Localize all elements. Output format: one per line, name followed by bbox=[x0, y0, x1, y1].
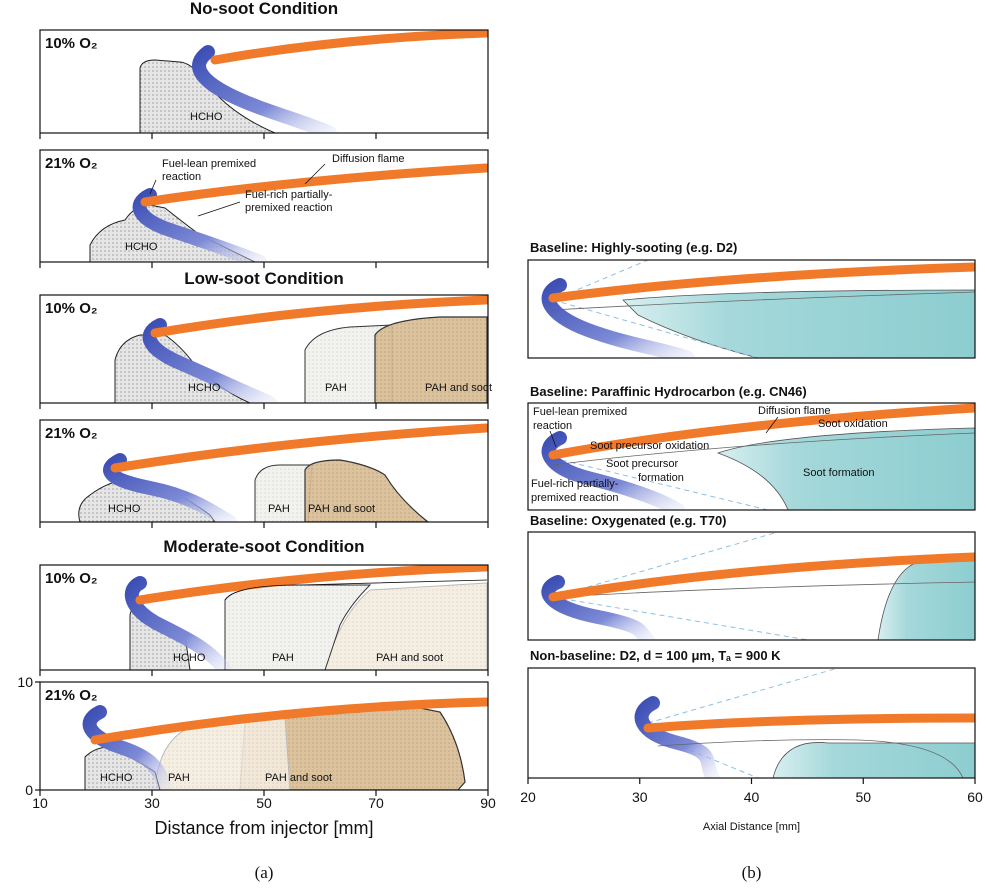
label: 10 bbox=[32, 795, 48, 811]
label: Fuel-lean premixed bbox=[533, 406, 627, 418]
label: No-soot Condition bbox=[190, 0, 338, 18]
label: 10% O₂ bbox=[45, 570, 98, 587]
label: 10% O₂ bbox=[45, 35, 98, 52]
panel-content bbox=[549, 260, 975, 358]
label: Soot oxidation bbox=[818, 418, 888, 430]
panel bbox=[528, 668, 975, 778]
guide-line bbox=[648, 668, 838, 723]
label: PAH and soot bbox=[376, 652, 443, 664]
label: 60 bbox=[967, 789, 983, 805]
panel: HCHO PAH PAH and soot 10% O₂ bbox=[40, 295, 492, 409]
label: 0 bbox=[25, 782, 33, 798]
figure: No-soot Condition HCHO 10% O₂ HCHO Fuel-lean… bbox=[0, 0, 986, 890]
label: PAH bbox=[272, 652, 294, 664]
panel: HCHO PAH PAH and soot 10% O₂ bbox=[40, 565, 488, 676]
label: 70 bbox=[368, 795, 384, 811]
label: PAH and soot bbox=[308, 503, 375, 515]
label: Fuel-lean premixed bbox=[162, 158, 256, 170]
label: PAH and soot bbox=[425, 382, 492, 394]
label: Axial Distance [mm] bbox=[703, 821, 800, 833]
label: 10% O₂ bbox=[45, 300, 98, 317]
label: PAH bbox=[325, 382, 347, 394]
panel-frame bbox=[40, 30, 488, 133]
label: 90 bbox=[480, 795, 496, 811]
soot-region bbox=[773, 742, 975, 778]
label: premixed reaction bbox=[531, 492, 618, 504]
label: 21% O₂ bbox=[45, 687, 98, 704]
label: reaction bbox=[533, 420, 572, 432]
label: Diffusion flame bbox=[332, 153, 405, 165]
label: Baseline: Highly-sooting (e.g. D2) bbox=[530, 240, 737, 255]
label: HCHO bbox=[100, 772, 133, 784]
label: Soot formation bbox=[803, 467, 875, 479]
label: HCHO bbox=[173, 652, 206, 664]
label: HCHO bbox=[190, 111, 223, 123]
label: Fuel-rich partially- bbox=[245, 189, 333, 201]
label: Baseline: Oxygenated (e.g. T70) bbox=[530, 513, 727, 528]
diffusion-flame bbox=[215, 33, 486, 60]
label: 30 bbox=[632, 789, 648, 805]
label: 10 bbox=[17, 674, 33, 690]
label: HCHO bbox=[125, 241, 158, 253]
leader-line bbox=[198, 202, 240, 216]
label: PAH and soot bbox=[265, 772, 332, 784]
label: (b) bbox=[742, 863, 762, 882]
panel-content bbox=[642, 668, 975, 778]
label: Fuel-rich partially- bbox=[531, 478, 619, 490]
panel: HCHO PAH PAH and soot 21% O₂ bbox=[40, 420, 488, 528]
label: 21% O₂ bbox=[45, 155, 98, 172]
soot-region bbox=[878, 560, 975, 640]
label: (a) bbox=[255, 863, 274, 882]
label: 50 bbox=[855, 789, 871, 805]
label: 20 bbox=[520, 789, 536, 805]
label: formation bbox=[638, 472, 684, 484]
label: Low-soot Condition bbox=[184, 269, 344, 288]
label: 50 bbox=[256, 795, 272, 811]
panel-content bbox=[548, 532, 975, 640]
label: Diffusion flame bbox=[758, 405, 831, 417]
panel: HCHO 10% O₂ bbox=[40, 30, 488, 139]
panel bbox=[528, 260, 975, 358]
label: HCHO bbox=[188, 382, 221, 394]
panel: Fuel-lean premixed reaction Diffusion flam… bbox=[528, 403, 975, 510]
label: Distance from injector [mm] bbox=[154, 818, 373, 838]
panel bbox=[528, 532, 975, 640]
label: premixed reaction bbox=[245, 202, 332, 214]
label: HCHO bbox=[108, 503, 141, 515]
label: Non-baseline: D2, d = 100 μm, Tₐ = 900 K bbox=[530, 648, 781, 663]
diffusion-flame bbox=[115, 428, 486, 468]
label: Baseline: Paraffinic Hydrocarbon (e.g. C… bbox=[530, 384, 807, 399]
label: PAH bbox=[168, 772, 190, 784]
panel: HCHO PAH PAH and soot 21% O₂ bbox=[40, 682, 488, 796]
label: PAH bbox=[268, 503, 290, 515]
label: Soot precursor oxidation bbox=[590, 440, 709, 452]
diffusion-flame bbox=[648, 718, 974, 728]
label: reaction bbox=[162, 171, 201, 183]
label: Moderate-soot Condition bbox=[163, 537, 364, 556]
label: 40 bbox=[744, 789, 760, 805]
label: Soot precursor bbox=[606, 458, 678, 470]
label: 21% O₂ bbox=[45, 425, 98, 442]
label: 30 bbox=[144, 795, 160, 811]
